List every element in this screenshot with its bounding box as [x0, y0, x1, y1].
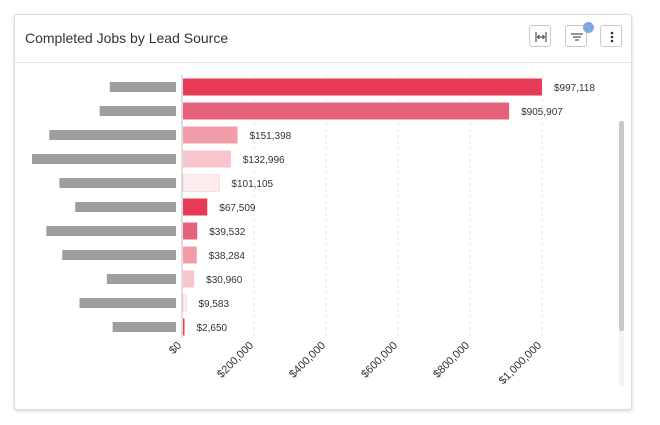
filter-active-badge [583, 22, 594, 33]
category-label-redacted [112, 322, 176, 332]
chart-card: Completed Jobs by Lead Source [14, 14, 632, 410]
category-label-redacted [109, 82, 176, 92]
bar-value-label: $2,650 [197, 323, 228, 334]
bar [183, 150, 231, 168]
bar-value-label: $30,960 [206, 275, 243, 286]
bar-value-label: $101,105 [231, 179, 273, 190]
filter-button[interactable] [565, 25, 587, 47]
more-options-button[interactable] [600, 25, 622, 47]
scrollbar-thumb[interactable] [619, 121, 624, 331]
bar [182, 174, 220, 192]
bar-value-label: $905,907 [521, 107, 563, 118]
more-vertical-icon [610, 31, 614, 43]
filter-icon [571, 33, 583, 41]
category-label-redacted [106, 274, 176, 284]
bar [183, 78, 542, 96]
bar [183, 198, 208, 216]
category-label-redacted [99, 106, 176, 116]
bar [183, 318, 185, 336]
bar-value-label: $38,284 [209, 251, 246, 262]
bar-chart: $997,118 $905,907 $151,398 $132,996 $101,105… [32, 75, 595, 387]
bar [183, 126, 238, 144]
bar [183, 246, 197, 264]
category-label-redacted [62, 250, 176, 260]
bar [183, 222, 198, 240]
bar [183, 270, 195, 288]
category-label-redacted [59, 178, 176, 188]
scrollbar-track[interactable] [619, 121, 624, 386]
category-label-redacted [75, 202, 176, 212]
card-header: Completed Jobs by Lead Source [15, 15, 631, 63]
bar [182, 294, 187, 312]
bar [183, 102, 510, 120]
bar-value-label: $151,398 [250, 131, 292, 142]
chart-title: Completed Jobs by Lead Source [25, 30, 229, 46]
category-label-redacted [79, 298, 176, 308]
bar-value-label: $39,532 [209, 227, 246, 238]
bar-value-label: $997,118 [554, 83, 595, 94]
fit-width-icon [535, 32, 547, 42]
x-tick-label: $1,000,000 [497, 340, 544, 387]
chart-area: $997,118 $905,907 $151,398 $132,996 $101,105… [15, 63, 631, 409]
x-tick-label: $600,000 [359, 340, 400, 381]
x-tick-label: $800,000 [431, 340, 472, 381]
category-label-redacted [32, 154, 176, 164]
x-tick-label: $0 [167, 340, 184, 357]
fit-width-button[interactable] [529, 25, 551, 47]
bar-value-label: $132,996 [243, 155, 285, 166]
category-label-redacted [46, 226, 177, 236]
bar-value-label: $9,583 [198, 299, 229, 310]
category-label-redacted [49, 130, 176, 140]
x-tick-label: $200,000 [215, 340, 256, 381]
bar-value-label: $67,509 [219, 203, 256, 214]
x-tick-label: $400,000 [287, 340, 328, 381]
